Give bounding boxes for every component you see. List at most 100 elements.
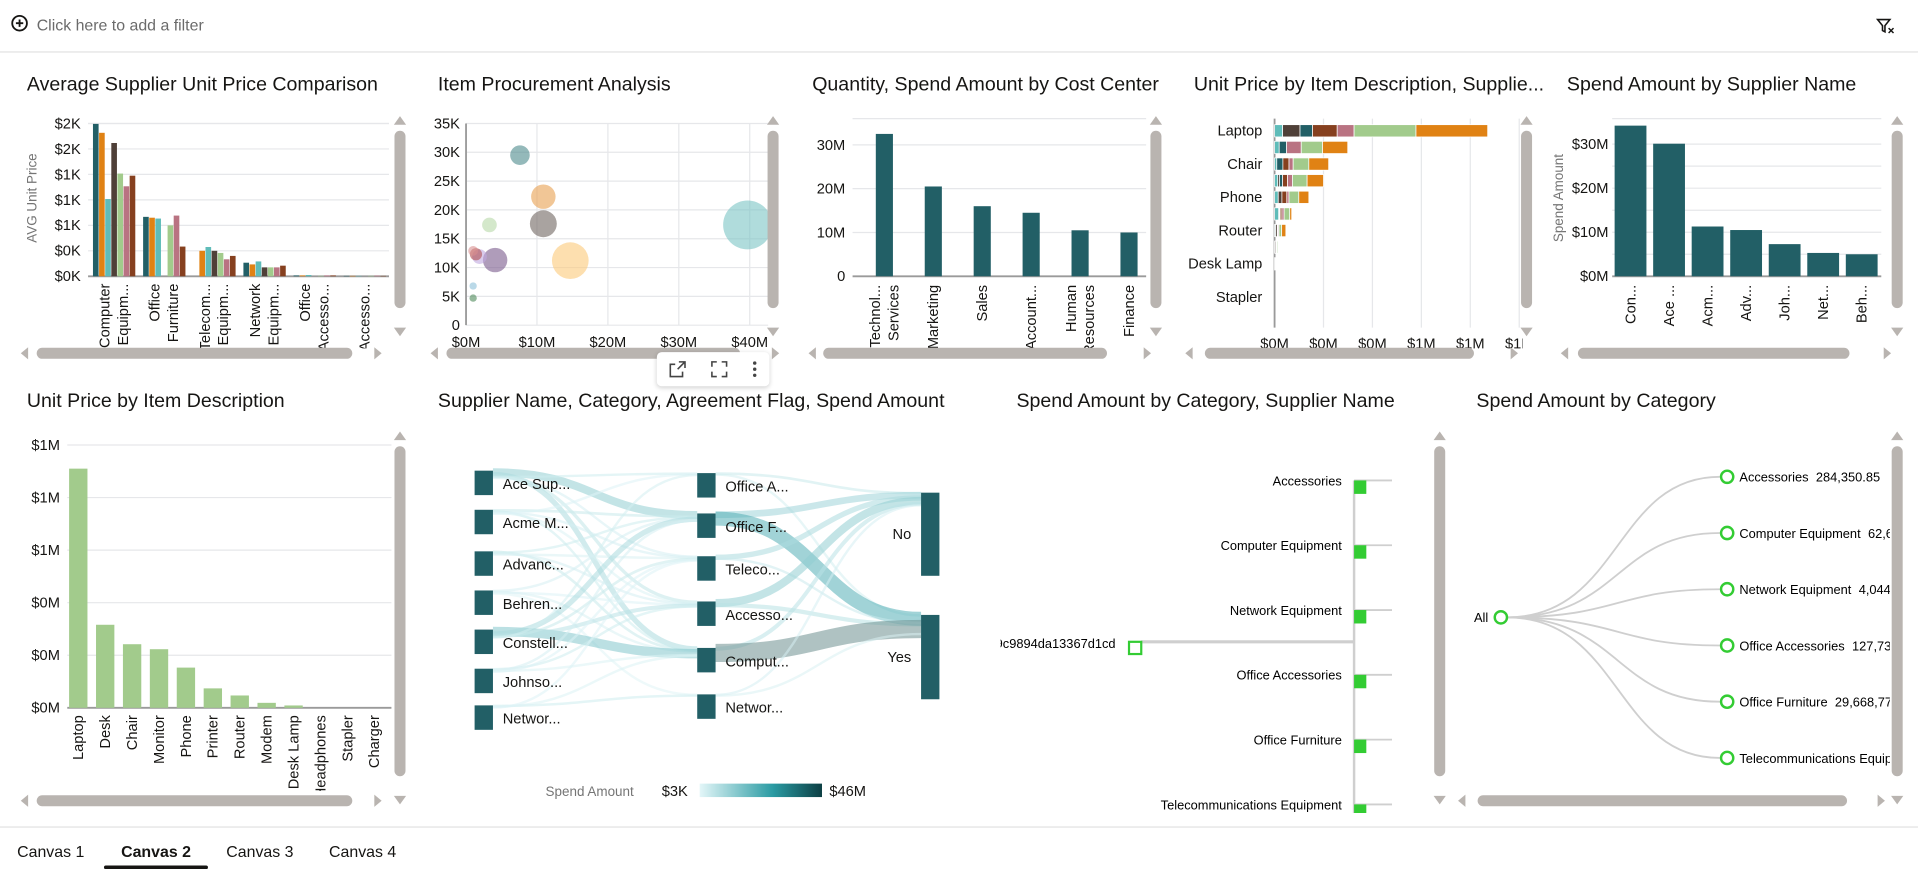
bar-segment[interactable] — [1309, 158, 1329, 170]
vertical-scrollbar[interactable] — [1892, 131, 1903, 308]
bar-segment[interactable] — [1288, 175, 1293, 187]
tree-node[interactable] — [1721, 583, 1733, 595]
sankey-node[interactable] — [475, 705, 493, 729]
tree-root-node[interactable] — [1495, 611, 1507, 623]
scroll-down-arrow-icon[interactable] — [767, 328, 779, 337]
sankey-node[interactable] — [475, 471, 493, 495]
bar[interactable] — [257, 703, 275, 708]
bar-segment[interactable] — [1293, 158, 1309, 170]
bar-segment[interactable] — [1287, 141, 1302, 153]
scroll-up-arrow-icon[interactable] — [1891, 432, 1903, 441]
tree-node[interactable] — [1354, 804, 1366, 817]
horizontal-scrollbar[interactable] — [1478, 795, 1847, 806]
bar-segment[interactable] — [1275, 175, 1278, 187]
vertical-scrollbar[interactable] — [1892, 446, 1903, 776]
scroll-right-arrow-icon[interactable] — [1884, 347, 1891, 359]
tree-node[interactable] — [1721, 696, 1733, 708]
scroll-left-arrow-icon[interactable] — [1561, 347, 1568, 359]
bar-segment[interactable] — [1277, 158, 1283, 170]
scroll-left-arrow-icon[interactable] — [809, 347, 816, 359]
tree-node[interactable] — [1354, 545, 1366, 558]
horizontal-scrollbar[interactable] — [37, 795, 353, 806]
bubble[interactable] — [468, 246, 478, 256]
scroll-up-arrow-icon[interactable] — [1434, 432, 1446, 441]
scroll-up-arrow-icon[interactable] — [1520, 116, 1532, 125]
bar[interactable] — [1120, 232, 1137, 276]
bar-segment[interactable] — [1292, 175, 1307, 187]
sankey-node[interactable] — [921, 615, 939, 699]
bar-segment[interactable] — [1289, 191, 1299, 203]
scroll-down-arrow-icon[interactable] — [1520, 328, 1532, 337]
tab-canvas-3[interactable]: Canvas 3 — [226, 842, 293, 860]
scroll-right-arrow-icon[interactable] — [1511, 347, 1518, 359]
bar-segment[interactable] — [1354, 125, 1416, 137]
bar[interactable] — [1692, 227, 1724, 277]
bar[interactable] — [876, 134, 893, 276]
sankey-node[interactable] — [475, 669, 493, 693]
scroll-right-arrow-icon[interactable] — [772, 347, 779, 359]
tab-canvas-1[interactable]: Canvas 1 — [17, 842, 84, 860]
tree-node[interactable] — [1354, 675, 1366, 688]
sankey-node[interactable] — [475, 551, 493, 575]
vertical-scrollbar[interactable] — [394, 131, 405, 308]
horizontal-scrollbar[interactable] — [1205, 348, 1474, 359]
bar[interactable] — [96, 625, 114, 708]
scroll-right-arrow-icon[interactable] — [374, 795, 381, 807]
bar-segment[interactable] — [1279, 175, 1282, 187]
bar-segment[interactable] — [1283, 125, 1300, 137]
vertical-scrollbar[interactable] — [1434, 446, 1445, 776]
scroll-left-arrow-icon[interactable] — [431, 347, 438, 359]
bar-segment[interactable] — [1279, 141, 1286, 153]
bar-segment[interactable] — [1283, 175, 1288, 187]
scroll-left-arrow-icon[interactable] — [21, 795, 28, 807]
scroll-left-arrow-icon[interactable] — [21, 347, 28, 359]
bar-segment[interactable] — [1301, 141, 1322, 153]
bubble[interactable] — [469, 294, 476, 301]
bar[interactable] — [1023, 213, 1040, 277]
vertical-scrollbar[interactable] — [394, 446, 405, 776]
bar[interactable] — [1769, 244, 1801, 276]
bar-segment[interactable] — [1416, 125, 1488, 137]
horizontal-scrollbar[interactable] — [823, 348, 1107, 359]
sankey-node[interactable] — [697, 513, 715, 537]
bar[interactable] — [231, 695, 249, 707]
scroll-up-arrow-icon[interactable] — [394, 116, 406, 125]
share-export-icon[interactable] — [668, 359, 688, 379]
sankey-node[interactable] — [697, 694, 715, 718]
bubble[interactable] — [482, 218, 497, 233]
scroll-right-arrow-icon[interactable] — [1878, 795, 1885, 807]
sankey-node[interactable] — [475, 630, 493, 654]
bar-segment[interactable] — [1289, 158, 1293, 170]
vertical-scrollbar[interactable] — [768, 131, 779, 308]
bar-segment[interactable] — [1275, 258, 1276, 270]
maximize-icon[interactable] — [709, 359, 729, 379]
sankey-node[interactable] — [697, 473, 715, 497]
sankey-node[interactable] — [697, 601, 715, 625]
bar[interactable] — [974, 206, 991, 276]
scroll-down-arrow-icon[interactable] — [394, 796, 406, 805]
tree-node[interactable] — [1721, 639, 1733, 651]
bubble[interactable] — [469, 282, 476, 289]
scroll-down-arrow-icon[interactable] — [394, 328, 406, 337]
bar-segment[interactable] — [1282, 224, 1286, 236]
bar[interactable] — [284, 705, 302, 707]
scroll-left-arrow-icon[interactable] — [1458, 795, 1465, 807]
bar-segment[interactable] — [1282, 191, 1287, 203]
scroll-right-arrow-icon[interactable] — [1144, 347, 1151, 359]
bar-segment[interactable] — [1290, 208, 1292, 220]
bar-segment[interactable] — [1299, 191, 1309, 203]
bar[interactable] — [1615, 126, 1647, 277]
sankey-node[interactable] — [697, 556, 715, 580]
bar-segment[interactable] — [1312, 125, 1337, 137]
scroll-down-arrow-icon[interactable] — [1891, 796, 1903, 805]
bar-segment[interactable] — [1284, 208, 1290, 220]
scroll-up-arrow-icon[interactable] — [394, 432, 406, 441]
bar-segment[interactable] — [1279, 224, 1282, 236]
vertical-scrollbar[interactable] — [1521, 131, 1532, 308]
bar-segment[interactable] — [1300, 125, 1312, 137]
scroll-up-arrow-icon[interactable] — [767, 116, 779, 125]
bar[interactable] — [177, 668, 195, 708]
bar-segment[interactable] — [1275, 208, 1279, 220]
bubble[interactable] — [531, 184, 555, 208]
bar[interactable] — [123, 644, 141, 708]
